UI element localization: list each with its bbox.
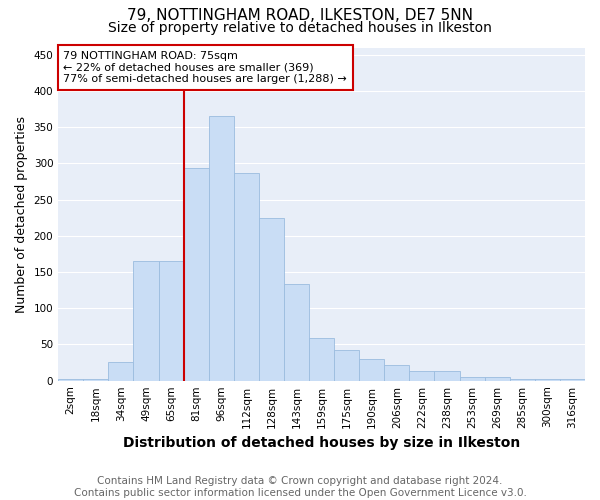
Bar bbox=[133, 261, 158, 380]
Text: 79 NOTTINGHAM ROAD: 75sqm
← 22% of detached houses are smaller (369)
77% of semi: 79 NOTTINGHAM ROAD: 75sqm ← 22% of detac… bbox=[64, 51, 347, 84]
X-axis label: Distribution of detached houses by size in Ilkeston: Distribution of detached houses by size … bbox=[123, 436, 520, 450]
Bar bbox=[284, 284, 309, 380]
Bar bbox=[259, 218, 284, 380]
Bar bbox=[83, 379, 109, 380]
Bar bbox=[209, 116, 234, 380]
Bar bbox=[309, 338, 334, 380]
Bar bbox=[409, 372, 434, 380]
Bar bbox=[158, 261, 184, 380]
Bar bbox=[109, 362, 133, 380]
Y-axis label: Number of detached properties: Number of detached properties bbox=[15, 116, 28, 312]
Bar bbox=[184, 168, 209, 380]
Bar bbox=[58, 379, 83, 380]
Bar bbox=[485, 377, 510, 380]
Bar bbox=[560, 379, 585, 380]
Bar bbox=[460, 377, 485, 380]
Text: Contains HM Land Registry data © Crown copyright and database right 2024.
Contai: Contains HM Land Registry data © Crown c… bbox=[74, 476, 526, 498]
Bar bbox=[334, 350, 359, 380]
Bar bbox=[359, 359, 385, 380]
Bar bbox=[385, 364, 409, 380]
Bar bbox=[234, 173, 259, 380]
Bar bbox=[434, 372, 460, 380]
Bar bbox=[535, 379, 560, 380]
Bar bbox=[510, 379, 535, 380]
Text: Size of property relative to detached houses in Ilkeston: Size of property relative to detached ho… bbox=[108, 21, 492, 35]
Text: 79, NOTTINGHAM ROAD, ILKESTON, DE7 5NN: 79, NOTTINGHAM ROAD, ILKESTON, DE7 5NN bbox=[127, 8, 473, 22]
